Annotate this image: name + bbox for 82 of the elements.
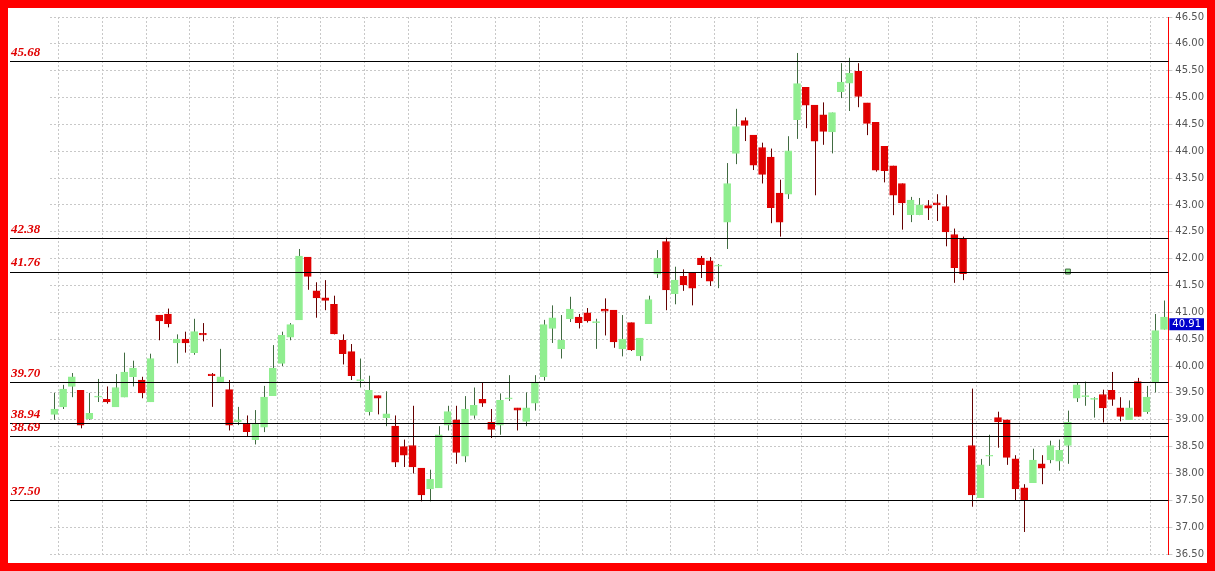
y-tick-label: 45.00 <box>1175 91 1205 103</box>
ref-line-label: 42.38 <box>10 221 41 237</box>
y-tick-label: 37.00 <box>1175 520 1205 532</box>
y-tick-label: 42.00 <box>1175 252 1205 264</box>
y-tick-label: 43.50 <box>1175 171 1205 183</box>
ref-line-label: 38.94 <box>10 405 41 421</box>
candlestick <box>426 469 434 502</box>
y-tick-label: 36.50 <box>1175 547 1205 559</box>
candlestick <box>670 266 679 305</box>
candlestick <box>400 439 408 468</box>
ref-line-label: 41.76 <box>10 254 41 270</box>
candlestick <box>1107 371 1116 407</box>
candlestick <box>338 333 347 365</box>
y-tick-label: 40.50 <box>1175 332 1205 344</box>
candlestick <box>740 116 749 142</box>
candlestick <box>828 112 836 154</box>
ref-line-label: 37.50 <box>10 483 41 499</box>
candlestick <box>190 318 198 356</box>
candlestick <box>635 337 644 362</box>
candlestick <box>566 296 574 323</box>
candlestick <box>496 392 504 436</box>
y-tick-label: 46.00 <box>1175 37 1205 49</box>
y-tick-label: 43.00 <box>1175 198 1205 210</box>
candlestick <box>68 372 76 398</box>
candlestick <box>714 263 723 289</box>
y-tick-label: 39.00 <box>1175 413 1205 425</box>
candlestick <box>653 249 662 279</box>
y-tick-label: 38.50 <box>1175 440 1205 452</box>
candlestick <box>688 272 697 306</box>
candlestick <box>504 374 513 402</box>
candlestick <box>985 434 994 467</box>
candlestick <box>1055 439 1063 472</box>
candlestick <box>251 409 260 445</box>
y-tick-label: 45.50 <box>1175 64 1205 76</box>
y-tick-label: 38.00 <box>1175 467 1205 479</box>
candlestick <box>303 256 312 291</box>
y-tick-label: 39.50 <box>1175 386 1205 398</box>
candlestick <box>1020 483 1029 533</box>
ref-line-label: 38.69 <box>10 419 41 435</box>
candlestick <box>531 374 539 412</box>
candlestick <box>994 411 1002 449</box>
candlestick <box>819 101 828 146</box>
candlestick <box>59 384 67 410</box>
candlestick <box>85 392 94 421</box>
y-tick-label: 41.50 <box>1175 279 1205 291</box>
candlestick <box>836 62 845 99</box>
ref-line-label: 45.68 <box>10 43 41 59</box>
candlestick <box>1029 448 1037 484</box>
candlestick <box>1125 399 1133 421</box>
y-tick-label: 46.50 <box>1175 10 1205 22</box>
ref-line-label: 39.70 <box>10 365 41 381</box>
candlestick <box>469 387 478 420</box>
candlestick <box>863 102 871 136</box>
candlestick <box>216 348 225 384</box>
candlestick <box>365 375 373 416</box>
y-tick-label: 44.50 <box>1175 117 1205 129</box>
candlestick <box>242 414 251 438</box>
y-tick-label: 42.50 <box>1175 225 1205 237</box>
candlestick <box>854 62 863 108</box>
text: 40.91 <box>1172 317 1202 329</box>
candlestick <box>618 314 627 357</box>
candlestick <box>1116 396 1125 422</box>
candlestick <box>557 314 565 360</box>
candlestick <box>94 378 102 403</box>
candlestick <box>234 406 242 426</box>
candlestick <box>522 391 531 427</box>
candlestick <box>548 304 557 344</box>
candlestick <box>1037 454 1046 485</box>
candlestick <box>164 308 172 328</box>
y-tick-label: 44.00 <box>1175 144 1205 156</box>
y-tick-label: 37.50 <box>1175 493 1205 505</box>
y-tick-label: 40.00 <box>1175 359 1205 371</box>
y-tick-label: 41.00 <box>1175 305 1205 317</box>
candlestick <box>1099 389 1107 423</box>
candlestick <box>801 86 810 129</box>
candlestick <box>129 360 137 387</box>
candlestick <box>933 193 941 222</box>
candlestick <box>697 255 705 279</box>
candlestick <box>898 182 906 231</box>
candlestick <box>155 314 164 341</box>
candlestick <box>600 297 609 336</box>
candlestick <box>1064 410 1072 465</box>
